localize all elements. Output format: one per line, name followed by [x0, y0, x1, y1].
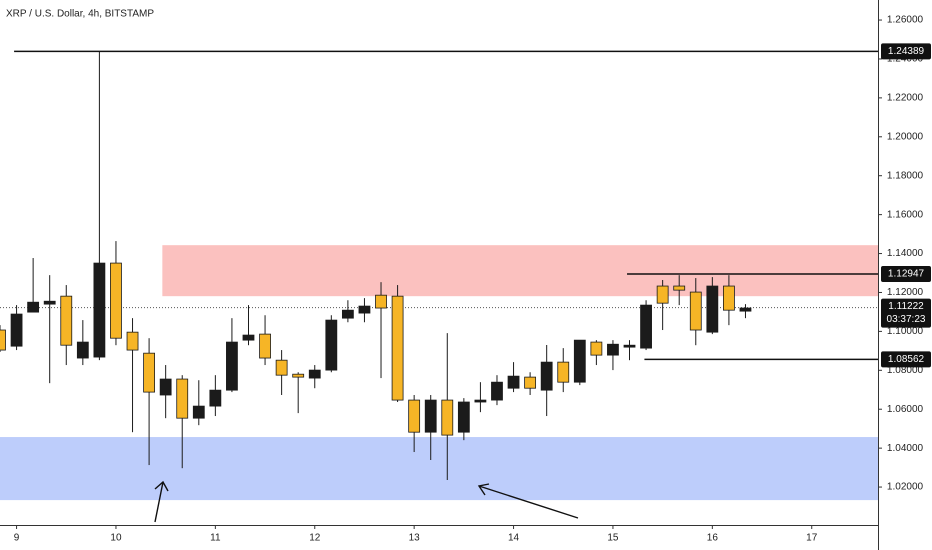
arrow [154, 480, 169, 523]
level-label-box [881, 266, 931, 283]
candle-body [607, 343, 619, 356]
arrow [477, 483, 579, 519]
x-tick-label: 17 [806, 533, 818, 544]
candle-body [457, 401, 470, 433]
candle-body [590, 341, 603, 356]
candle-body [358, 305, 371, 314]
y-tick-label: 1.12000 [887, 287, 924, 298]
candle-body [308, 369, 321, 379]
candle-body [623, 344, 636, 348]
candle-body [292, 373, 305, 378]
y-tick-label: 1.08000 [887, 365, 924, 376]
candle-body [706, 285, 719, 333]
candle-body [60, 295, 73, 346]
candle-body [242, 334, 255, 341]
plot-area [0, 51, 878, 501]
candle-body [226, 341, 238, 391]
candle-body [640, 304, 652, 349]
candle-body [159, 378, 172, 396]
candle-body [176, 378, 189, 419]
x-tick-label: 14 [508, 533, 520, 544]
candle-body [474, 399, 487, 403]
candle-body [524, 376, 537, 389]
candle-body [408, 399, 421, 433]
y-tick-label: 1.06000 [887, 404, 924, 415]
last-price-box [881, 298, 931, 328]
y-tick-label: 1.20000 [887, 131, 924, 142]
y-tick-label: 1.22000 [887, 93, 924, 104]
zone [0, 437, 878, 501]
candle-body [275, 359, 288, 376]
level-label: 1.12947 [888, 269, 925, 280]
candle-body [10, 313, 23, 347]
candle-body [126, 331, 139, 351]
chart-title: XRP / U.S. Dollar, 4h, BITSTAMP [6, 9, 154, 20]
candle-body [325, 319, 338, 371]
candle-body [507, 375, 520, 389]
x-tick-label: 15 [607, 533, 619, 544]
x-tick-label: 11 [210, 533, 221, 544]
y-tick-label: 1.14000 [887, 248, 924, 259]
candle-body [656, 285, 669, 304]
x-tick-label: 10 [110, 533, 122, 544]
level-label: 1.08562 [888, 354, 925, 365]
x-tick-label: 9 [14, 533, 20, 544]
y-tick-label: 1.10000 [887, 326, 924, 337]
candle-body [424, 399, 437, 433]
candle-body [259, 333, 271, 359]
candle-body [391, 295, 404, 401]
candle-body [491, 381, 503, 401]
candle-body [76, 341, 89, 359]
y-tick-label: 1.18000 [887, 170, 924, 181]
candle-body [375, 294, 387, 309]
candle-body [689, 291, 702, 331]
candle-body [540, 361, 553, 391]
y-tick-label: 1.04000 [887, 443, 924, 454]
level-label-box [881, 43, 931, 60]
level-label-box [881, 351, 931, 368]
zone [162, 245, 878, 297]
candle-body [341, 309, 354, 319]
candle-body [673, 285, 686, 291]
y-tick-label: 1.02000 [887, 482, 924, 493]
candle-body [43, 300, 56, 305]
candle-body [441, 399, 454, 436]
x-tick-label: 12 [309, 533, 321, 544]
x-tick-label: 13 [409, 533, 421, 544]
last-price-label: 1.11222 [888, 301, 924, 312]
candle-body [209, 389, 222, 407]
candle-body [723, 285, 735, 311]
annotation-arrows [154, 480, 579, 523]
candle-body [573, 339, 586, 383]
candle-body [739, 307, 752, 312]
candle-body [0, 329, 6, 351]
y-tick-label: 1.16000 [887, 209, 924, 220]
candle-body [557, 361, 570, 383]
level-label: 1.24389 [888, 46, 925, 57]
candle-body [143, 352, 155, 393]
candle-body [93, 262, 106, 358]
candle-body [110, 262, 122, 339]
x-tick-label: 16 [707, 533, 719, 544]
y-tick-label: 1.26000 [887, 15, 924, 26]
countdown-label: 03:37:23 [887, 314, 926, 325]
candle-body [192, 405, 205, 419]
candle-body [27, 301, 40, 313]
